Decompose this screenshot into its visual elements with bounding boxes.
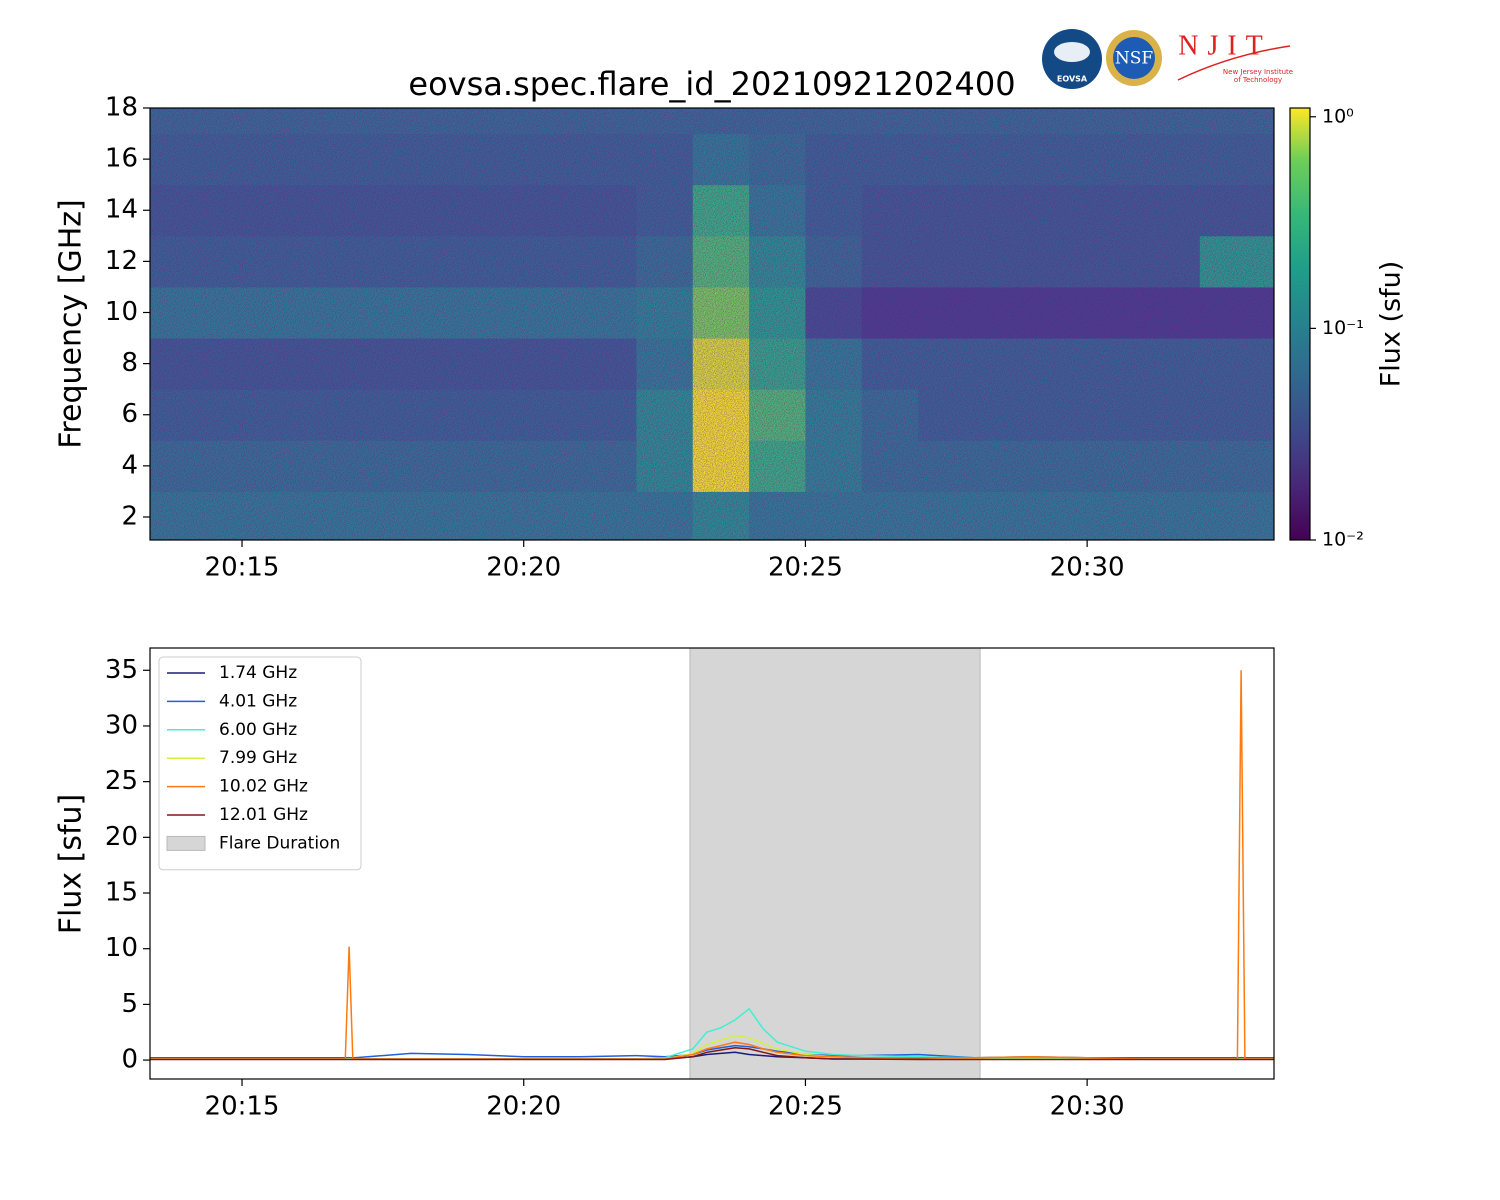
y-tick-label: 2 — [121, 501, 138, 531]
njit-text: NJIT — [1178, 30, 1272, 61]
y-tick-label: 15 — [105, 878, 138, 908]
y-tick-label: 5 — [121, 989, 138, 1019]
legend-label: 10.02 GHz — [219, 777, 308, 797]
colorbar — [1289, 107, 1311, 541]
y-tick-label: 10 — [105, 933, 138, 963]
y-tick-label: 6 — [121, 399, 138, 429]
y-tick-label: 12 — [105, 246, 138, 276]
legend-swatch — [166, 835, 206, 851]
y-tick-label: 4 — [121, 450, 138, 480]
legend-box — [158, 656, 362, 871]
x-tick-label: 20:30 — [1050, 1092, 1125, 1122]
colorbar-tick-label: 10⁻² — [1322, 529, 1364, 551]
legend-label: 7.99 GHz — [219, 748, 297, 768]
chart-title: eovsa.spec.flare_id_20210921202400 — [408, 65, 1015, 103]
eovsa-dish — [1054, 42, 1090, 62]
colorbar-tick-label: 10⁻¹ — [1322, 317, 1364, 339]
colorbar-label: Flux (sfu) — [1376, 261, 1407, 387]
flux-line — [150, 1047, 1274, 1061]
y-tick-label: 18 — [105, 93, 138, 123]
colorbar-tick-label: 10⁰ — [1322, 105, 1354, 127]
x-tick-label: 20:15 — [205, 553, 280, 583]
x-tick-label: 20:15 — [205, 1092, 280, 1122]
njit-name: of Technology — [1234, 76, 1282, 84]
y-axis-label: Flux [sfu] — [54, 794, 89, 935]
y-tick-label: 8 — [121, 348, 138, 378]
axes-frame — [149, 647, 1275, 1080]
cells — [150, 108, 1274, 540]
njit-swoosh — [1177, 45, 1291, 81]
flux-line — [150, 1044, 1274, 1059]
y-tick-label: 14 — [105, 195, 138, 225]
nsf-logo — [1113, 37, 1155, 79]
light-curves: 20:15 20:20 20:25 20:30 0 5 10 15 20 25 30 35 1.74 G… — [105, 647, 1275, 1122]
legend-label: 1.74 GHz — [219, 663, 297, 683]
y-tick-label: 20 — [105, 822, 138, 852]
eovsa-text: EOVSA — [1057, 75, 1088, 84]
flare-span — [689, 647, 981, 1080]
y-tick-label: 35 — [105, 655, 138, 685]
y-tick-label: 10 — [105, 297, 138, 327]
y-tick-label: 25 — [105, 766, 138, 796]
x-tick-label: 20:20 — [486, 1092, 561, 1122]
y-tick-label: 30 — [105, 710, 138, 740]
y-tick-label: 16 — [105, 144, 138, 174]
y-tick-label: 0 — [121, 1045, 138, 1075]
logos: EOVSA NSF NJIT New Jersey Institute of T… — [1042, 29, 1293, 89]
njit-name: New Jersey Institute — [1223, 68, 1293, 76]
legend-label: 12.01 GHz — [219, 805, 308, 825]
x-tick-label: 20:25 — [768, 1092, 843, 1122]
speckle-texture — [150, 108, 1274, 540]
x-tick-label: 20:30 — [1050, 553, 1125, 583]
spectrogram: 20:15 20:20 20:25 20:30 2 4 6 8 10 12 14 16 18 10⁰ 10⁻… — [105, 93, 1364, 583]
nsf-text: NSF — [1115, 49, 1154, 69]
legend-label: Flare Duration — [219, 833, 340, 853]
legend: 1.74 GHz 4.01 GHz 6.00 GHz 7.99 GHz 10.02 GH… — [158, 656, 362, 871]
axes-frame — [149, 107, 1275, 541]
legend-label: 6.00 GHz — [219, 720, 297, 740]
legend-label: 4.01 GHz — [219, 691, 297, 711]
x-tick-label: 20:25 — [768, 553, 843, 583]
y-axis-label: Frequency [GHz] — [54, 199, 89, 448]
x-tick-label: 20:20 — [486, 553, 561, 583]
